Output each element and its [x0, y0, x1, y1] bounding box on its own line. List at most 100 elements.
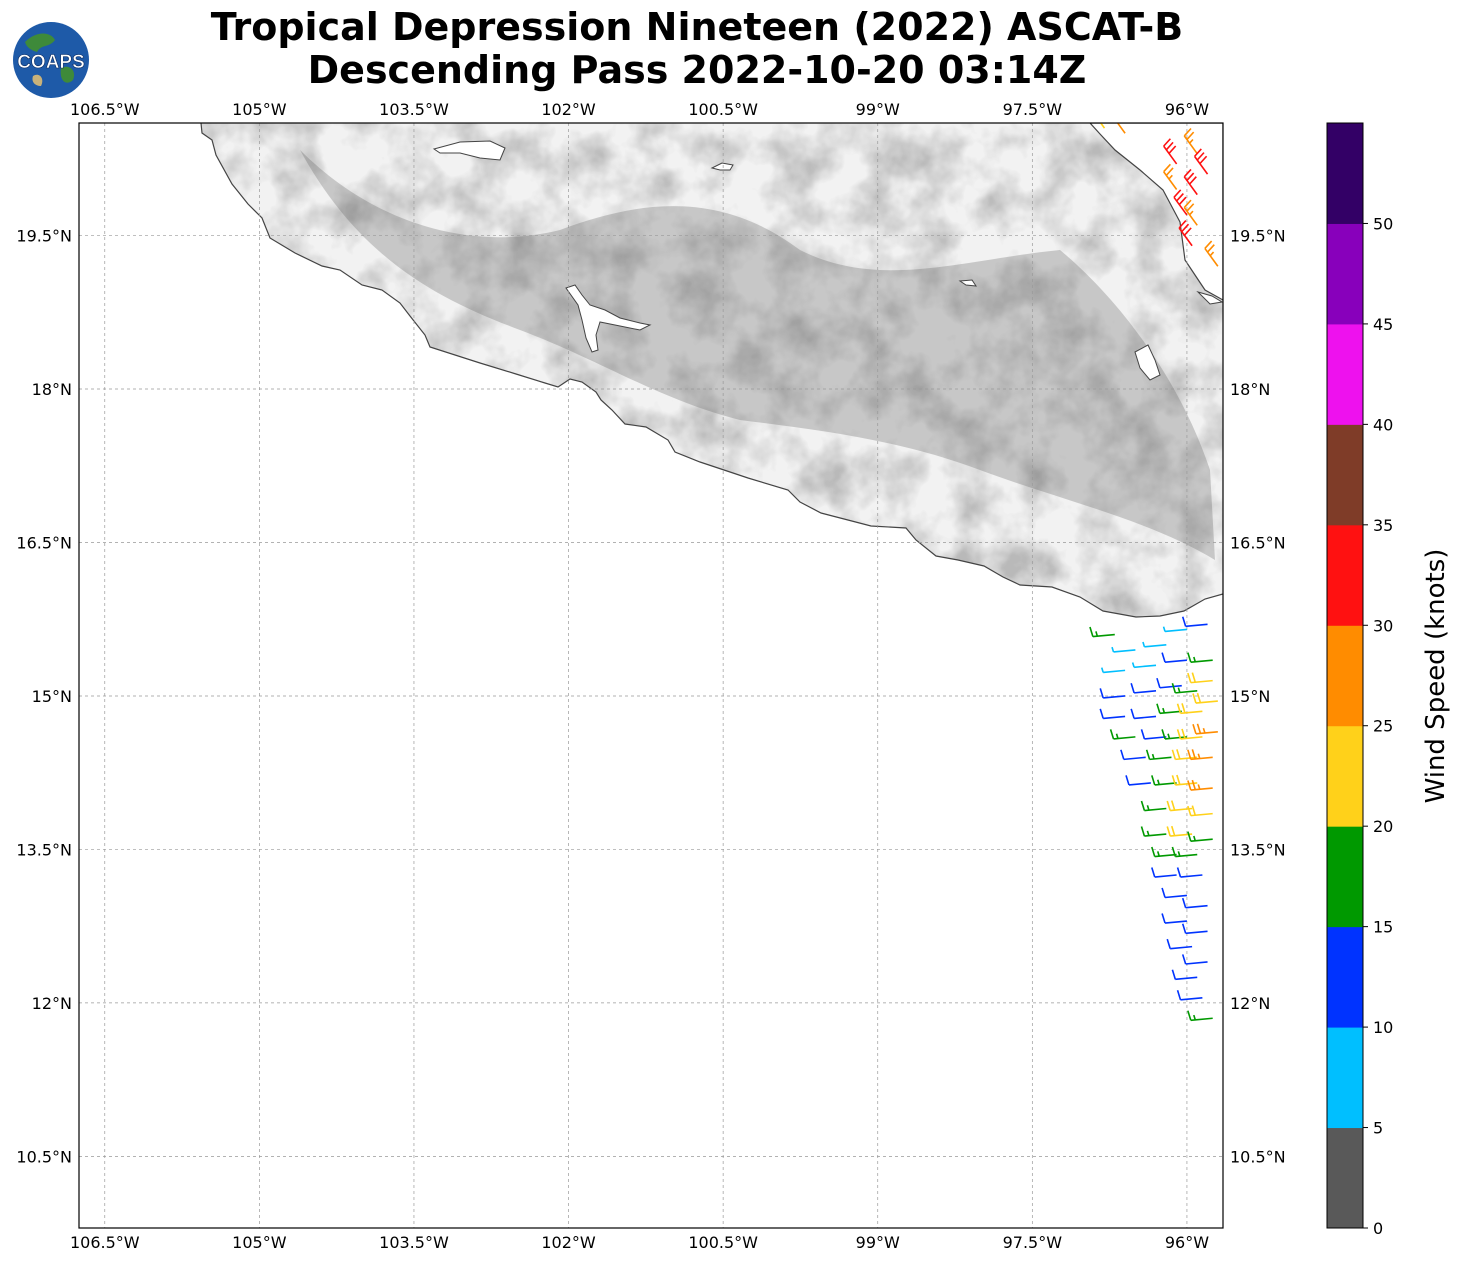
wind-barb	[1187, 749, 1213, 761]
wind-barb	[1089, 626, 1115, 638]
lon-tick-bottom: 105°W	[232, 1233, 287, 1252]
lat-tick-left: 18°N	[32, 380, 72, 399]
wind-barb	[1204, 240, 1219, 267]
colorbar-tick-label: 45	[1373, 315, 1393, 334]
wind-barb	[1140, 729, 1167, 740]
lat-tick-left: 13.5°N	[16, 840, 72, 859]
wind-barb	[1131, 662, 1157, 669]
wind-barb	[1183, 168, 1198, 196]
colorbar-tick-label: 50	[1373, 214, 1393, 233]
lon-tick-top: 100.5°W	[688, 100, 758, 119]
wind-barb	[1173, 189, 1188, 216]
lat-tick-left: 19.5°N	[16, 227, 72, 246]
wind-barb	[1099, 123, 1106, 129]
lon-tick-bottom: 96°W	[1165, 1233, 1209, 1252]
colorbar-tick-label: 5	[1373, 1119, 1383, 1138]
lat-tick-right: 12°N	[1230, 994, 1270, 1013]
wind-barb	[1099, 688, 1126, 699]
wind-barb	[1181, 616, 1208, 628]
colorbar-bin	[1327, 424, 1363, 526]
wind-barb	[1187, 779, 1213, 791]
axis-tick-labels: 106.5°W 106.5°W 105°W 105°W 103.5°W 103.5°W 10…	[16, 100, 1285, 1252]
lon-tick-bottom: 103.5°W	[379, 1233, 449, 1252]
wind-barb	[1176, 867, 1203, 878]
lon-tick-bottom: 99°W	[856, 1233, 900, 1252]
title-line2: Descending Pass 2022-10-20 03:14Z	[307, 48, 1087, 92]
wind-barb	[1109, 729, 1136, 740]
wind-barb	[1181, 897, 1208, 909]
colorbar-bin	[1327, 926, 1363, 1028]
lat-tick-right: 18°N	[1230, 380, 1270, 399]
wind-barb	[1120, 749, 1146, 761]
lat-tick-right: 10.5°N	[1230, 1147, 1286, 1166]
lon-tick-bottom: 106.5°W	[70, 1233, 140, 1252]
colorbar-tick-label: 15	[1373, 918, 1393, 937]
wind-barb	[1187, 831, 1213, 843]
colorbar-bin	[1327, 1027, 1363, 1129]
coaps-logo: COAPS	[13, 22, 89, 98]
wind-barb	[1161, 729, 1188, 740]
wind-barb	[1151, 846, 1177, 858]
colorbar-tick-label: 35	[1373, 516, 1393, 535]
wind-barb	[1192, 723, 1218, 735]
wind-barb	[1156, 703, 1182, 715]
colorbar-bin	[1327, 123, 1363, 224]
wind-barb	[1125, 775, 1151, 786]
wind-barb	[1181, 954, 1208, 965]
lon-tick-bottom: 100.5°W	[688, 1233, 758, 1252]
wind-barb	[1099, 708, 1126, 720]
wind-barb	[1176, 728, 1203, 740]
colorbar-bin	[1327, 625, 1363, 727]
wind-barb	[1145, 749, 1172, 761]
lon-tick-top: 97.5°W	[1003, 100, 1063, 119]
wind-barb	[1116, 123, 1126, 134]
coastline	[200, 123, 1223, 618]
wind-barb	[1163, 163, 1178, 190]
wind-barb	[1142, 641, 1167, 648]
wind-barb	[1187, 805, 1213, 817]
wind-barb	[1178, 220, 1193, 247]
lat-tick-right: 15°N	[1230, 687, 1270, 706]
colorbar: 0 5 10 15 20 25 30 35 40 45 50	[1326, 122, 1393, 1238]
lat-tick-right: 16.5°N	[1230, 533, 1286, 552]
wind-barb	[1140, 826, 1167, 837]
wind-barb	[1171, 749, 1198, 761]
wind-barb	[1161, 887, 1188, 899]
wind-barb	[1166, 938, 1193, 950]
wind-barb	[1187, 1010, 1213, 1022]
colorbar-tick-label: 10	[1373, 1018, 1393, 1037]
wind-barb	[1130, 683, 1157, 694]
wind-barb	[1111, 646, 1136, 653]
colorbar-tick-label: 30	[1373, 616, 1393, 635]
wind-barb	[1176, 703, 1203, 715]
colorbar-tick-label: 40	[1373, 415, 1393, 434]
colorbar-tick-label: 25	[1373, 717, 1393, 736]
wind-barb	[1171, 683, 1198, 694]
wind-barb	[1162, 626, 1188, 633]
wind-barb	[1192, 692, 1218, 704]
colorbar-bin	[1327, 524, 1363, 626]
lon-tick-top: 102°W	[541, 100, 596, 119]
colorbar-bin	[1327, 323, 1363, 425]
title-line1: Tropical Depression Nineteen (2022) ASCA…	[210, 5, 1184, 49]
lon-tick-top: 105°W	[232, 100, 287, 119]
wind-barb	[1163, 138, 1178, 165]
lon-tick-bottom: 102°W	[541, 1233, 596, 1252]
wind-barb	[1183, 127, 1198, 155]
wind-barb	[1156, 677, 1182, 689]
map-frame	[78, 122, 1224, 1229]
wind-barb	[1151, 867, 1177, 878]
wind-barb	[1100, 667, 1126, 674]
wind-barb	[1176, 990, 1203, 1001]
wind-barbs	[1089, 123, 1219, 1022]
wind-barb	[1130, 708, 1157, 720]
lon-tick-top: 103.5°W	[379, 100, 449, 119]
lake-chapala	[432, 140, 506, 161]
lon-tick-top: 99°W	[856, 100, 900, 119]
lon-tick-top: 96°W	[1165, 100, 1209, 119]
wind-barb	[1161, 652, 1188, 663]
lat-tick-left: 12°N	[32, 994, 72, 1013]
lat-tick-left: 15°N	[32, 687, 72, 706]
wind-barb	[1183, 199, 1198, 226]
